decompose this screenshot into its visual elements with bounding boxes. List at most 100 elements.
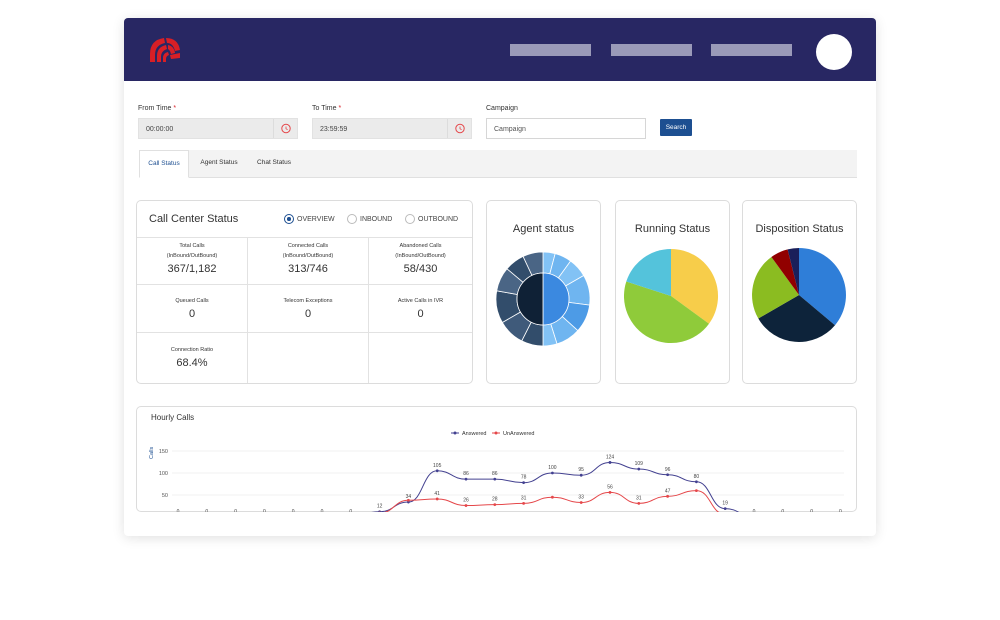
hourly-calls-card [136, 406, 857, 512]
data-point[interactable] [579, 501, 583, 504]
data-label: 33 [578, 494, 584, 500]
to-time-label: To Time * [312, 105, 342, 112]
data-point[interactable] [435, 469, 439, 473]
data-point[interactable] [493, 503, 497, 507]
data-point[interactable] [493, 477, 497, 481]
data-label: 109 [635, 461, 644, 467]
stats-divider [368, 237, 369, 383]
data-label: 86 [492, 471, 498, 477]
chart-title: Hourly Calls [151, 413, 194, 422]
series-line-answered [371, 461, 740, 512]
stats-divider [137, 332, 472, 333]
data-label: 19 [722, 501, 728, 507]
data-point[interactable] [666, 473, 669, 477]
top-navbar [124, 18, 876, 81]
data-point[interactable] [666, 494, 669, 498]
call-center-title: Call Center Status [149, 213, 239, 225]
data-label: 0 [321, 509, 324, 512]
to-time-input[interactable]: 23:59:59 [312, 118, 472, 139]
data-point[interactable] [608, 461, 612, 464]
data-label: 0 [810, 509, 813, 512]
data-point[interactable] [695, 480, 698, 484]
radio-dot [284, 214, 294, 224]
data-label: 0 [839, 509, 842, 512]
disposition-slice-4 [771, 249, 799, 295]
data-label: 47 [665, 488, 671, 494]
y-axis-label: Calls [149, 447, 155, 459]
data-label: 0 [177, 509, 180, 512]
nav-link-1[interactable] [510, 44, 591, 56]
campaign-input[interactable]: Campaign [486, 118, 646, 139]
from-time-input[interactable]: 00:00:00 [138, 118, 298, 139]
radio-outbound[interactable]: OUTBOUND [405, 214, 458, 224]
call-center-status-card [136, 200, 473, 384]
data-point[interactable] [522, 481, 525, 485]
stat-active-ivr: Active Calls in IVR 0 [397, 298, 444, 320]
tab-agent-status[interactable]: Agent Status [200, 159, 238, 166]
data-point[interactable] [551, 495, 554, 499]
data-label: 96 [665, 467, 671, 473]
data-point[interactable] [464, 477, 468, 481]
nav-link-2[interactable] [611, 44, 692, 56]
legend-unanswered: UnAnswered [503, 431, 535, 437]
data-point[interactable] [522, 501, 525, 505]
disposition-slice-3 [752, 257, 799, 319]
dashboard-window: From Time * 00:00:00 To Time * 23:59:59 … [124, 18, 876, 536]
brand-logo-icon[interactable] [148, 34, 182, 64]
data-point[interactable] [637, 501, 641, 505]
running-status-title: Running Status [634, 223, 711, 235]
data-label: 12 [377, 504, 383, 510]
data-point[interactable] [407, 498, 410, 502]
data-label: 78 [521, 475, 527, 481]
search-button[interactable]: Search [660, 119, 692, 136]
data-point[interactable] [637, 467, 641, 471]
data-label: 26 [463, 498, 469, 504]
data-label: 0 [292, 509, 295, 512]
tab-call-status[interactable]: Call Status [139, 150, 189, 178]
campaign-label: Campaign [486, 105, 518, 112]
agent-status-title: Agent status [512, 223, 575, 235]
clock-icon [281, 123, 291, 134]
data-point[interactable] [378, 510, 381, 512]
data-label: 31 [636, 495, 642, 501]
data-label: 0 [205, 509, 208, 512]
data-label: 0 [349, 509, 352, 512]
data-point[interactable] [579, 473, 583, 477]
data-point[interactable] [723, 507, 727, 511]
disposition-slice-2 [758, 295, 835, 342]
data-point[interactable] [551, 471, 554, 475]
hourly-calls-chart[interactable]: Hourly Calls Calls Answered UnAnswered 0… [136, 406, 857, 512]
data-point[interactable] [695, 489, 698, 492]
stats-divider [137, 284, 472, 285]
legend-unanswered-marker [494, 431, 498, 435]
y-tick-label: 100 [159, 471, 168, 477]
stat-total-calls: Total Calls (InBound/OutBound) 367/1,182 [166, 243, 218, 275]
data-label: 28 [492, 497, 498, 503]
radio-inbound[interactable]: INBOUND [347, 214, 392, 224]
radio-overview[interactable]: OVERVIEW [284, 214, 335, 224]
data-label: 0 [263, 509, 266, 512]
disposition-status-pie-chart[interactable] [750, 247, 850, 347]
data-label: 0 [234, 509, 237, 512]
clock-icon [455, 123, 465, 134]
stats-divider [137, 237, 472, 238]
data-point[interactable] [464, 504, 468, 507]
stat-connection-ratio: Connection Ratio 68.4% [170, 347, 214, 369]
from-clock-button[interactable] [273, 119, 297, 138]
agent-status-donut-chart[interactable] [494, 250, 594, 350]
data-point[interactable] [608, 490, 612, 494]
chart-legend[interactable]: Answered UnAnswered [451, 431, 535, 437]
stat-abandoned-calls: Abandoned Calls (InBound/OutBound) 58/43… [395, 243, 446, 275]
data-point[interactable] [435, 497, 439, 501]
running-status-pie-chart[interactable] [624, 248, 722, 346]
user-avatar[interactable] [816, 34, 852, 70]
nav-link-3[interactable] [711, 44, 792, 56]
data-label: 34 [406, 494, 412, 500]
tab-chat-status[interactable]: Chat Status [257, 159, 291, 166]
disposition-slice-1 [799, 248, 846, 326]
data-label: 56 [607, 484, 613, 490]
to-clock-button[interactable] [447, 119, 471, 138]
data-label: 80 [694, 474, 700, 480]
data-label: 95 [578, 467, 584, 473]
legend-answered: Answered [462, 431, 486, 437]
